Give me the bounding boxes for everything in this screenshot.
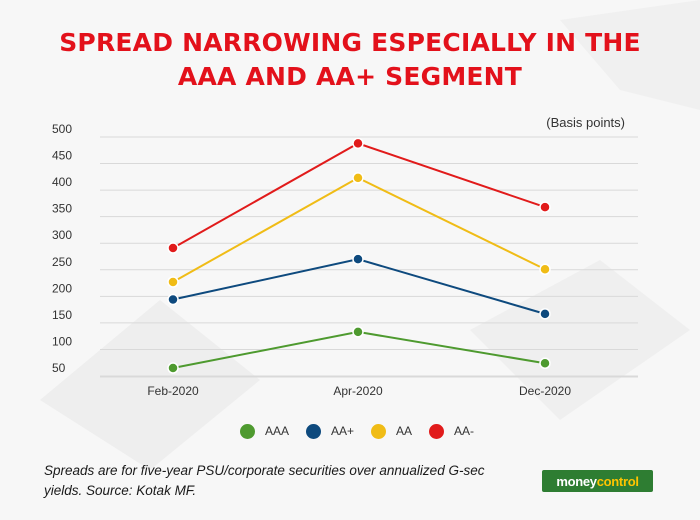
moneycontrol-logo: money control <box>542 470 653 492</box>
legend-item-aa-plus: AA+ <box>306 423 355 439</box>
y-tick-label-150: 150 <box>52 308 72 322</box>
legend-label-aaa: AAA <box>265 424 290 438</box>
y-tick-label-200: 200 <box>52 281 72 295</box>
legend-item-aa-minus: AA- <box>429 423 475 439</box>
chart-footnote: Spreads are for five-year PSU/corporate … <box>44 463 485 498</box>
legend-swatch-aa-minus <box>429 423 445 439</box>
x-tick-label-dec-2020: Dec-2020 <box>519 384 571 398</box>
data-point-aa-minus-feb-2020 <box>167 242 179 254</box>
data-point-aa-plus-feb-2020 <box>167 293 179 306</box>
data-point-aaa-dec-2020 <box>539 357 551 370</box>
legend-label-aa-minus: AA- <box>454 424 475 438</box>
logo-text-part-1: money <box>556 473 597 489</box>
legend-label-aa: AA <box>396 424 413 438</box>
legend-swatch-aa <box>371 423 387 439</box>
data-point-aaa-apr-2020 <box>352 326 364 338</box>
legend-item-aa: AA <box>371 423 413 439</box>
legend-swatch-aa-plus <box>306 423 322 439</box>
data-point-aa-plus-apr-2020 <box>352 253 364 265</box>
data-point-aa-minus-apr-2020 <box>352 137 364 150</box>
series-line-aa-plus <box>172 258 546 315</box>
y-tick-label-450: 450 <box>52 149 72 163</box>
legend-item-aaa: AAA <box>240 423 290 439</box>
data-point-aa-feb-2020 <box>167 276 179 288</box>
y-tick-label-250: 250 <box>52 255 72 269</box>
legend-label-aa-plus: AA+ <box>331 424 355 438</box>
data-point-aa-apr-2020 <box>352 172 364 184</box>
data-point-aaa-feb-2020 <box>167 362 179 374</box>
series-line-aa-minus <box>172 142 546 249</box>
data-point-aa-plus-dec-2020 <box>539 308 551 320</box>
x-tick-label-apr-2020: Apr-2020 <box>333 384 383 398</box>
data-point-aa-minus-dec-2020 <box>539 201 551 213</box>
data-point-aa-dec-2020 <box>539 263 551 275</box>
y-tick-label-350: 350 <box>52 202 72 216</box>
legend-swatch-aaa <box>240 423 255 439</box>
x-tick-label-feb-2020: Feb-2020 <box>147 384 199 398</box>
y-tick-label-500: 500 <box>52 122 72 136</box>
unit-label: (Basis points) <box>546 115 625 130</box>
y-tick-label-100: 100 <box>52 334 72 348</box>
chart-title-line-1: SPREAD NARROWING ESPECIALLY IN THE <box>59 28 641 57</box>
line-chart: 500 450 400 350 300 250 200 150 100 50 Feb-2020 Apr… <box>52 115 638 398</box>
chart-legend: AAA AA+ AA AA- <box>240 421 491 441</box>
chart-title: SPREAD NARROWING ESPECIALLY IN THE AAA A… <box>0 26 700 94</box>
y-tick-label-300: 300 <box>52 228 72 242</box>
logo-text-part-2: control <box>596 473 639 489</box>
series-line-aa <box>172 176 546 283</box>
y-tick-label-50: 50 <box>52 361 66 375</box>
y-tick-label-400: 400 <box>52 175 72 189</box>
chart-title-line-2: AAA AND AA+ SEGMENT <box>177 62 523 91</box>
